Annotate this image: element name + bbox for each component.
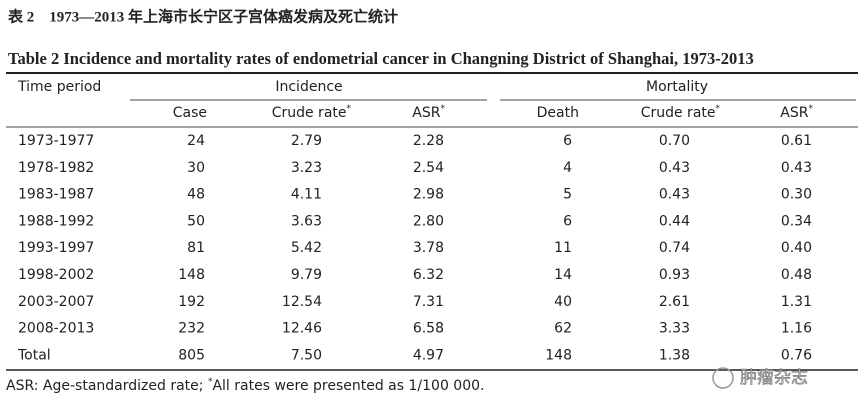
cell: 805 (178, 347, 205, 363)
column-header-sup: * (441, 104, 446, 114)
cell: 0.70 (659, 133, 690, 149)
column-header: Death (537, 105, 579, 121)
cell: 2.80 (413, 213, 444, 229)
cell: 5 (563, 187, 572, 203)
cell: 4.97 (413, 347, 444, 363)
cell: 0.76 (781, 347, 812, 363)
cell: 3.78 (413, 240, 444, 256)
cell: 1.38 (659, 347, 690, 363)
column-header-text: Case (173, 105, 207, 121)
cell: 7.50 (291, 347, 322, 363)
group-header: Mortality (646, 79, 708, 95)
watermark-icon (712, 367, 734, 389)
footnote-sup: * (208, 377, 213, 387)
cell: 4.11 (291, 187, 322, 203)
cell: 192 (178, 294, 205, 310)
cell: 40 (554, 294, 572, 310)
column-header: ASR* (412, 104, 445, 122)
row-label: 1983-1987 (18, 187, 94, 203)
cell: 2.98 (413, 187, 444, 203)
cell: 62 (554, 321, 572, 337)
column-header: ASR* (780, 104, 813, 122)
cell: 1.31 (781, 294, 812, 310)
cell: 3.23 (291, 160, 322, 176)
cell: 1.16 (781, 321, 812, 337)
cell: 0.30 (781, 187, 812, 203)
cell: 50 (187, 213, 205, 229)
cell: 0.34 (781, 213, 812, 229)
cell: 0.93 (659, 267, 690, 283)
cell: 0.43 (659, 187, 690, 203)
cell: 12.46 (282, 321, 322, 337)
cell: 2.54 (413, 160, 444, 176)
column-header: Crude rate* (272, 104, 352, 122)
cell: 0.43 (659, 160, 690, 176)
cell: 2.28 (413, 133, 444, 149)
row-label: 1973-1977 (18, 133, 94, 149)
column-header-text: Crude rate (641, 105, 716, 121)
cell: 81 (187, 240, 205, 256)
cell: 3.33 (659, 321, 690, 337)
cell: 48 (187, 187, 205, 203)
footnote: ASR: Age-standardized rate; *All rates w… (6, 377, 484, 395)
cell: 30 (187, 160, 205, 176)
column-header: Case (173, 105, 207, 121)
row-label: 1993-1997 (18, 240, 94, 256)
cell: 9.79 (291, 267, 322, 283)
cell: 232 (178, 321, 205, 337)
row-label: 2003-2007 (18, 294, 94, 310)
cell: 5.42 (291, 240, 322, 256)
column-header-sup: * (716, 104, 721, 114)
cell: 11 (554, 240, 572, 256)
column-header-text: Crude rate (272, 105, 347, 121)
row-label: 2008-2013 (18, 321, 94, 337)
cell: 7.31 (413, 294, 444, 310)
row-label: 1998-2002 (18, 267, 94, 283)
cell: 12.54 (282, 294, 322, 310)
cell: 2.61 (659, 294, 690, 310)
group-header: Incidence (275, 79, 342, 95)
cell: 6.32 (413, 267, 444, 283)
cell: 0.74 (659, 240, 690, 256)
column-header-text: ASR (780, 105, 808, 121)
cell: 2.79 (291, 133, 322, 149)
cell: 0.44 (659, 213, 690, 229)
column-header-sup: * (347, 104, 352, 114)
cell: 6 (563, 213, 572, 229)
cell: 14 (554, 267, 572, 283)
cell: 0.43 (781, 160, 812, 176)
footnote-text: All rates were presented as 1/100 000. (212, 378, 484, 394)
watermark-text: 肿瘤杂志 (740, 368, 808, 388)
row-label: 1978-1982 (18, 160, 94, 176)
english-title: Table 2 Incidence and mortality rates of… (8, 49, 754, 68)
footnote-text: ASR: Age-standardized rate; (6, 378, 208, 394)
cell: 4 (563, 160, 572, 176)
chinese-title: 表 2 1973—2013 年上海市长宁区子宫体癌发病及死亡统计 (8, 7, 398, 25)
cell: 0.61 (781, 133, 812, 149)
cell: 24 (187, 133, 205, 149)
column-header-sup: * (809, 104, 814, 114)
cell: 0.48 (781, 267, 812, 283)
watermark: 肿瘤杂志 (712, 367, 808, 389)
column-header-text: ASR (412, 105, 440, 121)
cell: 6 (563, 133, 572, 149)
row-label: 1988-1992 (18, 213, 94, 229)
column-header: Crude rate* (641, 104, 721, 122)
cell: 0.40 (781, 240, 812, 256)
cell: 148 (545, 347, 572, 363)
cell: 148 (178, 267, 205, 283)
column-header-text: Death (537, 105, 579, 121)
group-header: Time period (17, 79, 101, 95)
cell: 6.58 (413, 321, 444, 337)
cell: 3.63 (291, 213, 322, 229)
row-label: Total (17, 347, 51, 363)
